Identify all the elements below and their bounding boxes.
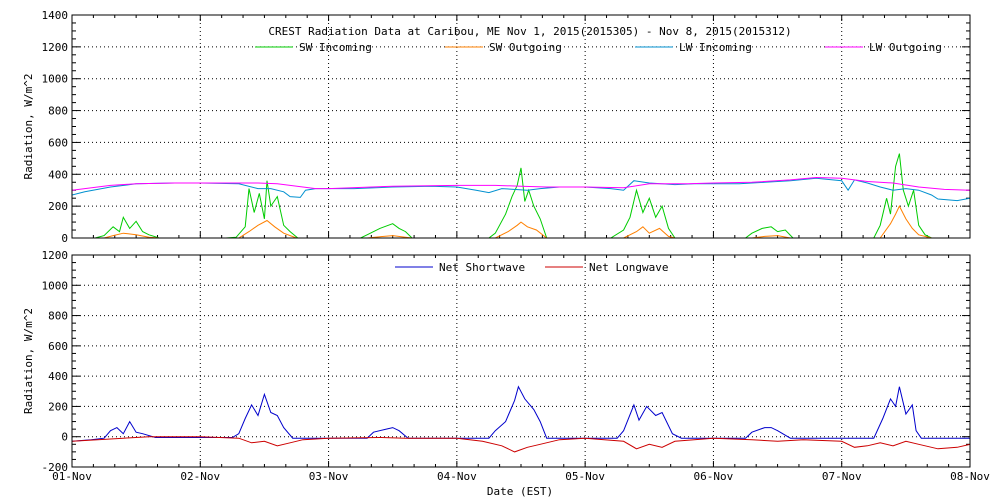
- legend-label: LW Incoming: [679, 41, 752, 54]
- y-tick-label: 200: [48, 400, 68, 413]
- plot-frame: [71, 14, 971, 239]
- y-tick-label: 400: [48, 370, 68, 383]
- series-net-shortwave: [72, 385, 970, 442]
- legend-label: SW Incoming: [299, 41, 372, 54]
- x-tick-label: 06-Nov: [694, 470, 734, 483]
- y-axis-label: Radiation, W/m^2: [22, 74, 35, 180]
- y-tick-label: 1200: [42, 249, 69, 262]
- x-tick-label: 02-Nov: [180, 470, 220, 483]
- y-tick-label: 1400: [42, 9, 69, 22]
- x-tick-label: 03-Nov: [309, 470, 349, 483]
- series-lw-incoming: [72, 177, 970, 202]
- series-sw-outgoing: [72, 204, 970, 238]
- y-tick-label: 0: [61, 232, 68, 245]
- y-tick-label: 1000: [42, 73, 69, 86]
- plot-frame: [71, 254, 971, 468]
- legend-label: SW Outgoing: [489, 41, 562, 54]
- x-axis-label: Date (EST): [487, 485, 553, 498]
- series-lw-outgoing: [72, 176, 970, 191]
- series-net-longwave: [72, 436, 970, 453]
- y-axis-label: Radiation, W/m^2: [22, 308, 35, 414]
- chart-title: CREST Radiation Data at Caribou, ME Nov …: [268, 25, 791, 38]
- x-tick-label: 04-Nov: [437, 470, 477, 483]
- y-tick-label: 600: [48, 340, 68, 353]
- y-tick-label: 400: [48, 168, 68, 181]
- y-tick-label: 200: [48, 200, 68, 213]
- x-tick-label: 05-Nov: [565, 470, 605, 483]
- y-tick-label: 0: [61, 431, 68, 444]
- y-tick-label: 600: [48, 136, 68, 149]
- legend-label: LW Outgoing: [869, 41, 942, 54]
- legend-label: Net Longwave: [589, 261, 668, 274]
- series-sw-incoming: [72, 153, 970, 238]
- panel-1: 0 200 400 600 800 1000 1200 1400 Radiation, W/m^…: [22, 9, 971, 245]
- y-tick-label: 800: [48, 105, 68, 118]
- y-tick-label: 1000: [42, 279, 69, 292]
- panel-2: -200 0 200 400 600 800 1000 1200 Radiation, W/m^…: [22, 249, 990, 483]
- y-tick-label: -200: [42, 461, 69, 474]
- y-tick-label: 800: [48, 310, 68, 323]
- x-tick-label: 01-Nov: [52, 470, 92, 483]
- x-tick-label: 08-Nov: [950, 470, 990, 483]
- x-tick-label: 07-Nov: [822, 470, 862, 483]
- y-tick-label: 1200: [42, 41, 69, 54]
- legend-label: Net Shortwave: [439, 261, 525, 274]
